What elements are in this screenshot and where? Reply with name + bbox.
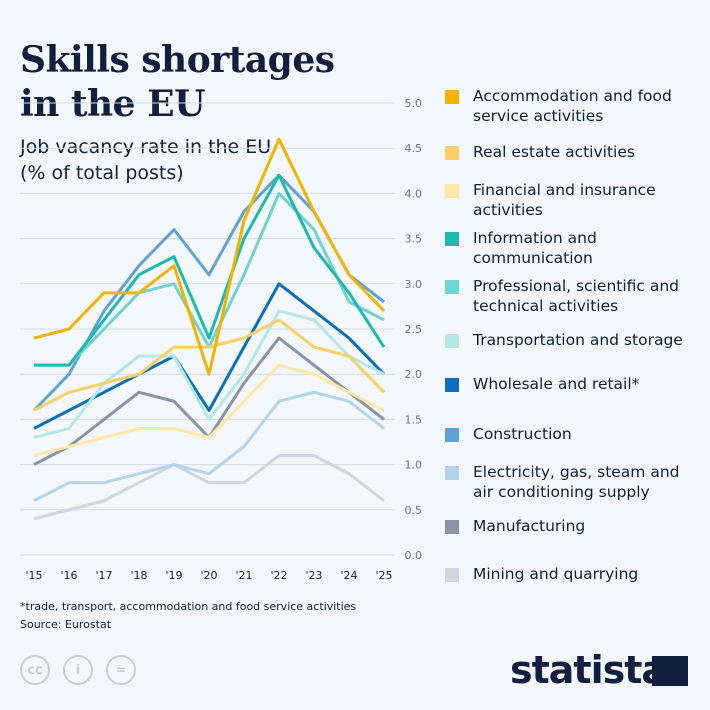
legend-swatch: [445, 232, 459, 246]
series-line: [33, 454, 385, 521]
legend-label: Wholesale and retail*: [473, 375, 640, 393]
series-line: [33, 363, 385, 458]
legend-swatch: [445, 184, 459, 198]
y-tick-label: 0.5: [405, 504, 423, 517]
x-tick-label: '24: [340, 569, 357, 582]
y-tick-label: 2.5: [405, 323, 423, 336]
y-tick-label: 2.0: [405, 368, 423, 381]
y-tick-label: 3.5: [405, 233, 423, 246]
legend-item: Information and communication: [445, 228, 703, 268]
series-line: [33, 390, 385, 503]
legend-item: Professional, scientific and technical a…: [445, 276, 703, 316]
line-chart: 0.0 0.5 1.0 1.5 2.0 2.5 3.0 3.5 4.0 4.5 5.0 '15 '16 '…: [20, 97, 423, 582]
legend-item: Electricity, gas, steam and air conditio…: [445, 462, 703, 502]
x-tick-label: '18: [130, 569, 147, 582]
x-tick-label: '23: [305, 569, 322, 582]
legend-label: Accommodation and food service activitie…: [473, 87, 672, 125]
legend-label: Electricity, gas, steam and air conditio…: [473, 463, 680, 501]
y-tick-label: 1.0: [405, 459, 423, 472]
attribution-icon[interactable]: i: [63, 655, 93, 685]
x-tick-label: '15: [25, 569, 42, 582]
legend-item: Construction: [445, 424, 703, 444]
legend-swatch: [445, 90, 459, 104]
legend-swatch: [445, 146, 459, 160]
legend-label: Mining and quarrying: [473, 565, 639, 583]
legend-label: Professional, scientific and technical a…: [473, 277, 680, 315]
legend-swatch: [445, 466, 459, 480]
legend-label: Information and communication: [473, 229, 597, 267]
legend-item: Financial and insurance activities: [445, 180, 703, 220]
legend-label: Construction: [473, 425, 572, 443]
footnote: *trade, transport, accommodation and foo…: [20, 600, 357, 613]
x-tick-label: '17: [95, 569, 112, 582]
y-tick-label: 3.0: [405, 278, 423, 291]
series-line: [33, 318, 386, 412]
legend-item: Real estate activities: [445, 142, 703, 162]
legend-item: Wholesale and retail*: [445, 374, 703, 394]
legend-item: Manufacturing: [445, 516, 703, 536]
legend-item: Transportation and storage: [445, 330, 703, 350]
y-tick-label: 1.5: [405, 413, 423, 426]
legend-swatch: [445, 378, 459, 392]
no-derivatives-icon[interactable]: =: [106, 655, 136, 685]
x-tick-label: '19: [165, 569, 182, 582]
statista-logo-mark: [652, 656, 688, 686]
series-line: [33, 309, 385, 439]
legend-swatch: [445, 428, 459, 442]
chart-subtitle: Job vacancy rate in the EU (% of total p…: [20, 136, 272, 184]
legend-label: Real estate activities: [473, 143, 635, 161]
x-tick-label: '21: [235, 569, 252, 582]
legend-label: Financial and insurance activities: [473, 181, 656, 219]
x-tick-label: '16: [60, 569, 77, 582]
legend-swatch: [445, 520, 459, 534]
cc-icon[interactable]: cc: [20, 655, 50, 685]
legend-swatch: [445, 280, 459, 294]
legend-item: Accommodation and food service activitie…: [445, 86, 703, 126]
x-tick-label: '22: [270, 569, 287, 582]
legend-swatch: [445, 568, 459, 582]
legend-label: Transportation and storage: [473, 331, 683, 349]
series-line: [33, 137, 386, 376]
x-tick-label: '20: [200, 569, 217, 582]
x-tick-label: '25: [375, 569, 392, 582]
series-line: [34, 173, 386, 367]
legend-item: Mining and quarrying: [445, 564, 703, 584]
y-tick-label: 0.0: [405, 549, 423, 562]
y-tick-label: 4.5: [405, 142, 423, 155]
legend-swatch: [445, 334, 459, 348]
source: Source: Eurostat: [20, 618, 112, 631]
y-tick-label: 4.0: [405, 187, 423, 200]
y-tick-label: 5.0: [405, 97, 423, 110]
page-title: Skills shortages in the EU: [20, 39, 335, 125]
statista-logo[interactable]: statista: [510, 648, 667, 692]
legend-label: Manufacturing: [473, 517, 586, 535]
